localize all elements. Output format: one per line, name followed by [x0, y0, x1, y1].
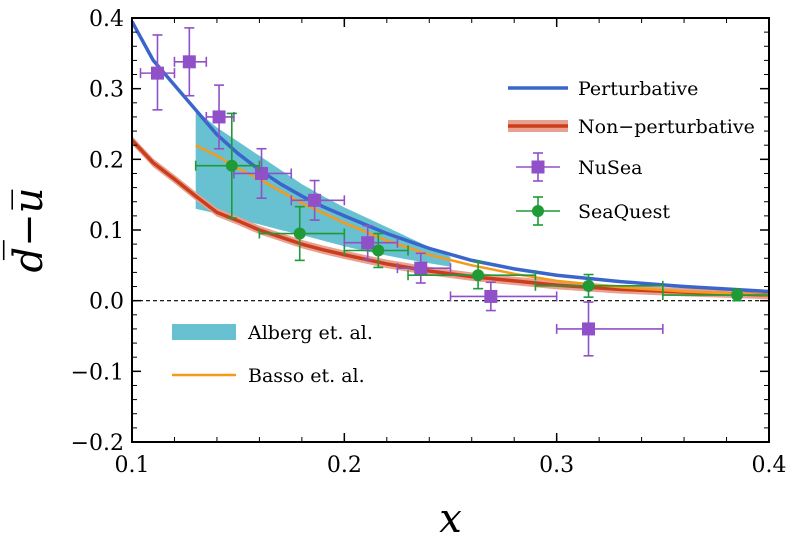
nusea-point-3	[233, 147, 293, 199]
legend-label: Alberg et. al.	[247, 322, 373, 344]
seaquest-point-2	[343, 232, 409, 269]
nusea-marker	[255, 166, 269, 180]
seaquest-point-0	[194, 112, 261, 219]
x-tick-label: 0.1	[115, 453, 150, 478]
legend-swatch	[172, 324, 236, 340]
legend-item-nusea: NuSea	[516, 152, 642, 182]
x-tick-label: 0.3	[539, 453, 574, 478]
nusea-marker	[308, 193, 322, 207]
x-tick-label: 0.4	[752, 453, 787, 478]
x-axis-label: x	[439, 496, 462, 542]
seaquest-point-1	[258, 205, 346, 262]
legend-marker	[532, 205, 544, 217]
nusea-point-1	[173, 27, 208, 97]
legend-marker	[531, 160, 545, 174]
seaquest-point-4	[534, 273, 664, 298]
nusea-point-4	[290, 179, 346, 221]
y-tick-label: 0.4	[89, 7, 124, 32]
y-tick-label: 0.3	[89, 78, 124, 103]
legend-item-perturbative: Perturbative	[508, 78, 698, 100]
seaquest-marker	[372, 244, 385, 257]
y-tick-label: 0.0	[89, 290, 124, 315]
y-tick-label: −0.2	[71, 431, 124, 456]
nusea-point-8	[555, 301, 664, 357]
nusea-marker	[212, 110, 226, 124]
nusea-marker	[150, 66, 164, 80]
x-tick-label: 0.2	[327, 453, 362, 478]
y-tick-label: 0.2	[89, 148, 124, 173]
nusea-marker	[582, 322, 596, 336]
seaquest-marker	[472, 269, 485, 282]
nusea-marker	[484, 289, 498, 303]
nusea-point-2	[205, 84, 235, 150]
plot-area	[132, 20, 769, 357]
nusea-marker	[361, 236, 375, 250]
legend-label: Basso et. al.	[248, 365, 365, 387]
seaquest-marker	[293, 227, 306, 240]
nusea-point-0	[139, 34, 176, 111]
nusea-point-6	[396, 252, 452, 284]
legend-label: NuSea	[578, 157, 642, 179]
nusea-marker	[414, 261, 428, 275]
seaquest-marker	[225, 159, 238, 172]
seaquest-point-3	[407, 260, 537, 290]
nusea-point-7	[449, 281, 558, 312]
legend: Perturbative Non−perturbative NuSea SeaQues…	[172, 78, 755, 387]
legend-label: Perturbative	[578, 78, 698, 100]
legend-item-nonperturbative: Non−perturbative	[508, 116, 755, 138]
nusea-point-5	[343, 224, 399, 261]
seaquest-marker	[731, 289, 744, 302]
seaquest-point-5	[662, 288, 769, 302]
legend-label: SeaQuest	[578, 201, 670, 223]
legend-item-basso: Basso et. al.	[172, 365, 365, 387]
perturbative-line	[132, 20, 769, 294]
axis-ticks: 0.1 0.2 0.3 0.4 −0.2 −0.1 0.0 0.1 0.2 0.3 0.4	[71, 7, 787, 478]
legend-item-seaquest: SeaQuest	[516, 196, 670, 226]
nusea-marker	[182, 55, 196, 69]
seaquest-marker	[582, 279, 595, 292]
alberg-band	[195, 109, 451, 267]
y-tick-label: 0.1	[89, 219, 124, 244]
y-tick-label: −0.1	[71, 360, 124, 385]
y-axis-label: d̅−u̅	[3, 188, 52, 273]
legend-label: Non−perturbative	[578, 116, 755, 138]
legend-item-alberg: Alberg et. al.	[172, 322, 373, 344]
